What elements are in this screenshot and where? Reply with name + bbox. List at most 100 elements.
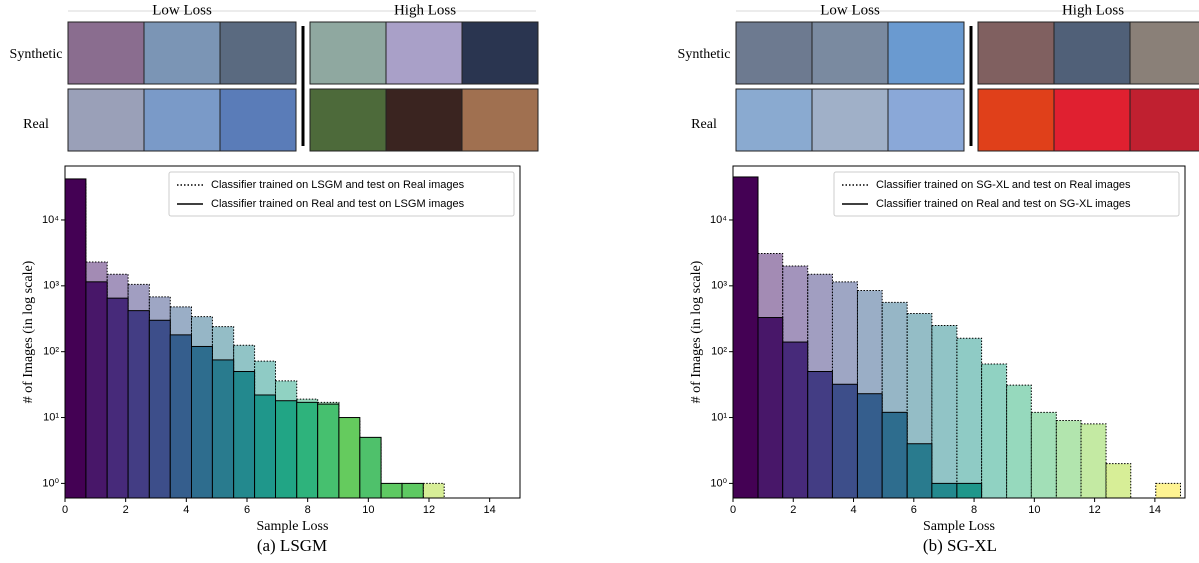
histogram-bar (1031, 412, 1056, 498)
sample-image (144, 22, 220, 84)
sample-image (462, 89, 538, 151)
sample-image (68, 22, 144, 84)
sample-image (1130, 22, 1199, 84)
x-axis-label: Sample Loss (923, 519, 995, 534)
y-tick-label: 10¹ (43, 411, 59, 423)
x-tick-label: 10 (1028, 504, 1040, 516)
sample-image (812, 22, 888, 84)
column-label: High Loss (394, 2, 456, 18)
sample-image (220, 89, 296, 151)
histogram-bar (381, 483, 402, 498)
y-axis-label: # of Images (in log scale) (689, 260, 704, 403)
histogram-bar (1156, 483, 1181, 498)
sample-image (736, 89, 812, 151)
sample-image (144, 89, 220, 151)
x-tick-label: 8 (971, 504, 977, 516)
sample-image (1054, 22, 1130, 84)
y-tick-label: 10³ (43, 280, 59, 292)
row-label: Real (691, 117, 717, 132)
sample-image (978, 89, 1054, 151)
x-axis-label: Sample Loss (257, 519, 329, 534)
sample-image (310, 22, 386, 84)
sample-image (220, 22, 296, 84)
row-label: Real (23, 117, 49, 132)
sample-image (812, 89, 888, 151)
histogram-bar (423, 483, 444, 498)
x-tick-label: 6 (911, 504, 917, 516)
histogram-bar (276, 401, 297, 498)
histogram-bar (212, 360, 233, 498)
caption: (a) LSGM (257, 536, 327, 555)
histogram-bar (758, 318, 783, 498)
histogram-bar (65, 179, 86, 498)
sample-image (888, 22, 964, 84)
x-tick-label: 4 (850, 504, 856, 516)
histogram-bar (170, 335, 191, 498)
column-label: Low Loss (820, 2, 880, 18)
y-tick-label: 10⁰ (710, 477, 727, 489)
histogram-bar (783, 342, 808, 498)
caption: (b) SG-XL (923, 536, 997, 555)
histogram-bar (832, 384, 857, 498)
y-tick-label: 10⁴ (710, 214, 727, 226)
x-tick-label: 12 (1088, 504, 1100, 516)
sample-image (68, 89, 144, 151)
histogram-bar (932, 483, 957, 498)
sample-image (386, 89, 462, 151)
histogram-bar (882, 412, 907, 498)
legend-label: Classifier trained on Real and test on S… (876, 198, 1131, 210)
histogram-bar (339, 418, 360, 498)
x-tick-label: 10 (362, 504, 374, 516)
histogram-bar (191, 346, 212, 498)
y-tick-label: 10³ (711, 280, 727, 292)
sample-image (462, 22, 538, 84)
legend-label: Classifier trained on Real and test on L… (211, 198, 465, 210)
sample-image (888, 89, 964, 151)
histogram-bar (1056, 421, 1081, 498)
sample-image (310, 89, 386, 151)
histogram-bar (234, 372, 255, 498)
sample-image (736, 22, 812, 84)
histogram-bar (107, 298, 128, 498)
histogram-bar (360, 437, 381, 498)
histogram-bar (128, 311, 149, 498)
page: {"chart_data": [ {"type": "histogram", "… (0, 0, 1199, 563)
x-tick-label: 2 (123, 504, 129, 516)
histogram-bar (982, 364, 1007, 498)
histogram-bar (957, 483, 982, 498)
histogram-bar (932, 325, 957, 498)
column-label: Low Loss (152, 2, 212, 18)
histogram-bar (1106, 464, 1131, 498)
sample-image (1054, 89, 1130, 151)
histogram-bar (86, 282, 107, 498)
histogram-bar (857, 394, 882, 498)
y-tick-label: 10¹ (711, 411, 727, 423)
histogram-bar (297, 402, 318, 498)
x-tick-label: 0 (730, 504, 736, 516)
row-label: Synthetic (678, 47, 731, 62)
histogram-bar (318, 404, 339, 498)
histogram-bar (149, 320, 170, 498)
figure: Low Loss High Loss Synthetic Real (a) LSGM Lo… (0, 0, 1199, 563)
sample-image (386, 22, 462, 84)
histogram-bar (1007, 385, 1032, 498)
column-label: High Loss (1062, 2, 1124, 18)
y-tick-label: 10² (711, 346, 727, 358)
y-tick-label: 10⁴ (42, 214, 59, 226)
x-tick-label: 14 (484, 504, 496, 516)
x-tick-label: 6 (244, 504, 250, 516)
histogram-bar (402, 483, 423, 498)
legend-label: Classifier trained on SG-XL and test on … (876, 179, 1131, 191)
legend-label: Classifier trained on LSGM and test on R… (211, 179, 465, 191)
histogram-bar (1081, 424, 1106, 498)
y-tick-label: 10² (43, 346, 59, 358)
histogram-bar (255, 395, 276, 498)
y-tick-label: 10⁰ (42, 477, 59, 489)
histogram-bar (907, 444, 932, 498)
x-tick-label: 12 (423, 504, 435, 516)
sample-image (1130, 89, 1199, 151)
y-axis-label: # of Images (in log scale) (21, 260, 36, 403)
x-tick-label: 4 (183, 504, 189, 516)
histogram-bar (957, 338, 982, 498)
x-tick-label: 0 (62, 504, 68, 516)
